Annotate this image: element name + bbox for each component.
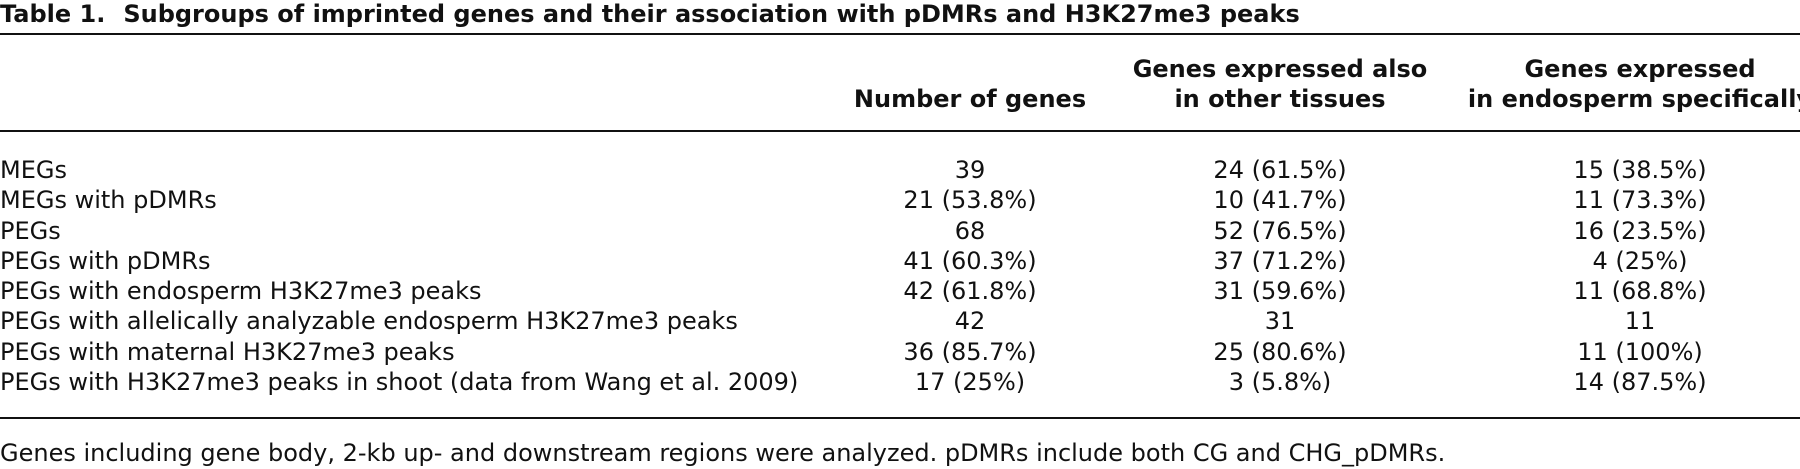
row-label: MEGs with pDMRs (0, 186, 217, 215)
row-label: PEGs (0, 216, 61, 245)
row-label: PEGs with endosperm H3K27me3 peaks (0, 277, 482, 306)
cell-endosperm: 15 (38.5%) (1573, 156, 1707, 184)
table-row: PEGs with allelically analyzable endospe… (0, 306, 1800, 336)
cell-endosperm: 11 (68.8%) (1573, 277, 1707, 306)
column-header-line: Genes expressed (1524, 55, 1756, 83)
table-title: Subgroups of imprinted genes and their a… (123, 0, 1300, 28)
cell-number-of-genes: 21 (53.8%) (903, 186, 1037, 215)
cell-number-of-genes: 68 (954, 216, 986, 245)
cell-number-of-genes: 39 (954, 156, 986, 184)
cell-number-of-genes: 36 (85.7%) (903, 337, 1037, 366)
row-label: PEGs with maternal H3K27me3 peaks (0, 337, 455, 366)
table-row: MEGs with pDMRs 21 (53.8%) 10 (41.7%) 11… (0, 185, 1800, 215)
column-header-number-of-genes: Number of genes (850, 84, 1090, 114)
table-caption: Table 1. Subgroups of imprinted genes and… (0, 0, 1300, 30)
cell-other-tissues: 24 (61.5%) (1213, 156, 1347, 184)
cell-endosperm: 11 (73.3%) (1573, 186, 1707, 215)
bottom-rule (0, 417, 1800, 419)
table-body: MEGs 39 24 (61.5%) 15 (38.5%) MEGs with … (0, 155, 1800, 397)
table-row: MEGs 39 24 (61.5%) 15 (38.5%) (0, 155, 1800, 185)
cell-other-tissues: 31 (1264, 307, 1296, 336)
cell-endosperm: 16 (23.5%) (1573, 216, 1707, 245)
cell-number-of-genes: 17 (25%) (914, 368, 1026, 397)
column-header-other-tissues: Genes expressed also in other tissues (1125, 54, 1435, 114)
cell-endosperm: 11 (1624, 307, 1656, 336)
table-row: PEGs with pDMRs 41 (60.3%) 37 (71.2%) 4 … (0, 246, 1800, 276)
column-header-line: Genes expressed also (1132, 55, 1428, 83)
cell-endosperm: 4 (25%) (1592, 246, 1688, 275)
cell-number-of-genes: 42 (954, 307, 986, 336)
header-rule (0, 130, 1800, 132)
column-header-endosperm: Genes expressed in endosperm specificall… (1460, 54, 1800, 114)
cell-other-tissues: 37 (71.2%) (1213, 246, 1347, 275)
column-header-line: in other tissues (1174, 85, 1386, 113)
cell-number-of-genes: 41 (60.3%) (903, 246, 1037, 275)
cell-endosperm: 11 (100%) (1577, 337, 1703, 366)
top-rule (0, 33, 1800, 35)
column-header-line: Number of genes (853, 85, 1087, 113)
cell-number-of-genes: 42 (61.8%) (903, 277, 1037, 306)
table-row: PEGs with endosperm H3K27me3 peaks 42 (6… (0, 276, 1800, 306)
table-row: PEGs 68 52 (76.5%) 16 (23.5%) (0, 216, 1800, 246)
column-header-line: in endosperm specifically (1467, 85, 1800, 113)
cell-other-tissues: 52 (76.5%) (1213, 216, 1347, 245)
row-label: PEGs with H3K27me3 peaks in shoot (data … (0, 368, 799, 397)
table-label: Table 1. (0, 0, 106, 28)
row-label: PEGs with pDMRs (0, 246, 211, 275)
table-footnote: Genes including gene body, 2-kb up- and … (0, 439, 1446, 467)
table-row: PEGs with maternal H3K27me3 peaks 36 (85… (0, 337, 1800, 367)
cell-endosperm: 14 (87.5%) (1573, 368, 1707, 397)
cell-other-tissues: 25 (80.6%) (1213, 337, 1347, 366)
cell-other-tissues: 3 (5.8%) (1228, 368, 1332, 397)
row-label: PEGs with allelically analyzable endospe… (0, 307, 738, 336)
cell-other-tissues: 31 (59.6%) (1213, 277, 1347, 306)
row-label: MEGs (0, 156, 67, 184)
cell-other-tissues: 10 (41.7%) (1213, 186, 1347, 215)
table-row: PEGs with H3K27me3 peaks in shoot (data … (0, 367, 1800, 397)
